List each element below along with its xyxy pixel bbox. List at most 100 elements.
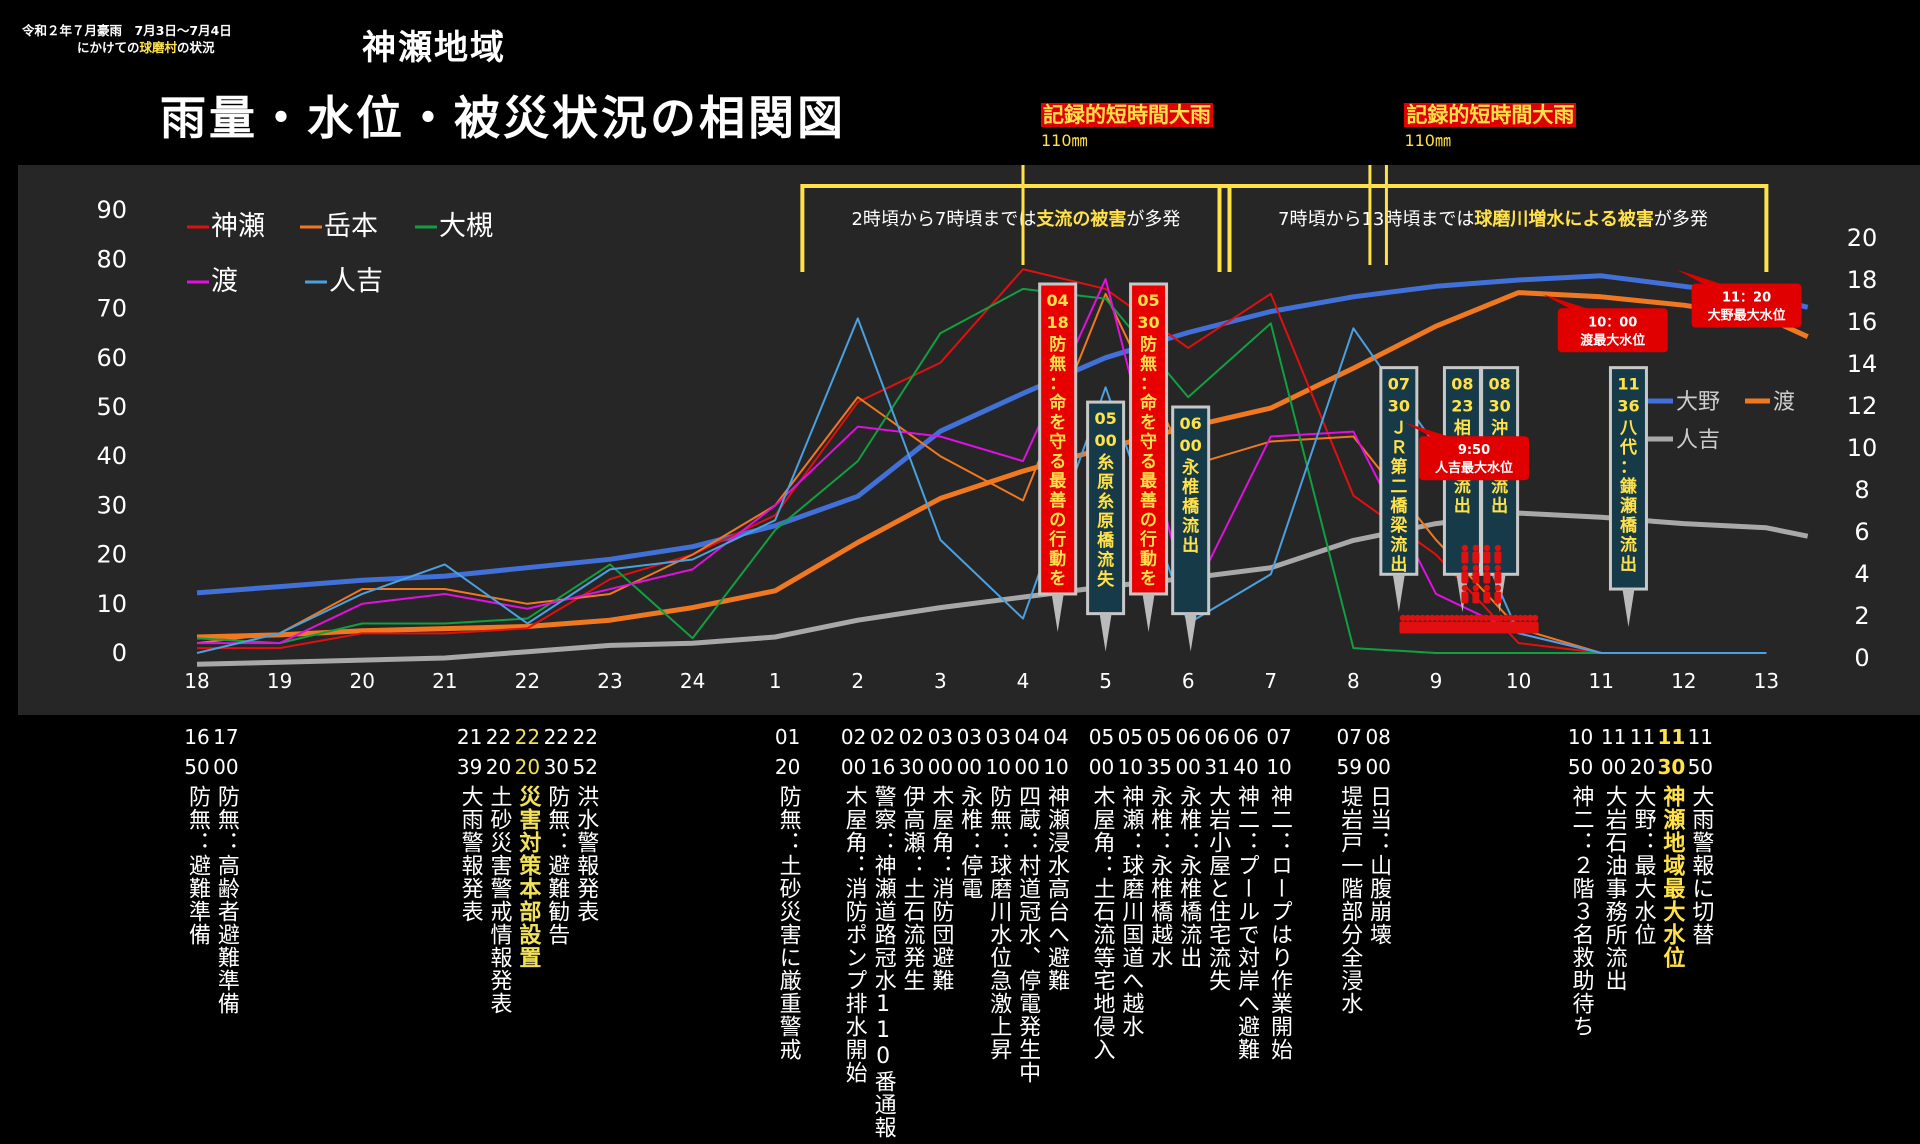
evacuation-alert-char: を (1049, 569, 1066, 589)
period-label-post: が多発 (1126, 209, 1180, 230)
x-tick-label: 8 (1347, 669, 1360, 693)
bridge-loss-marker-char: Ｒ (1390, 438, 1407, 458)
max-level-box (1557, 308, 1668, 353)
timeline-event: 防無：避難勧告 (544, 785, 570, 946)
x-tick-label: 1 (769, 669, 782, 693)
person-icon (1404, 614, 1412, 622)
right-tick-label: 16 (1847, 308, 1878, 336)
x-tick-label: 3 (934, 669, 947, 693)
timeline-event: 日当：山腹崩壊 (1366, 785, 1392, 946)
period-label-post: が多発 (1654, 209, 1708, 230)
level-line-人吉 (196, 510, 1809, 667)
rain-line-岳本 (196, 292, 1767, 654)
bridge-loss-marker-char: 原 (1097, 512, 1114, 532)
timeline-time: 05 00 (1088, 725, 1115, 779)
timeline-time: 11 50 (1687, 725, 1714, 779)
legend-rain-label: 神瀬 (211, 211, 265, 242)
x-tick-label: 23 (597, 669, 622, 693)
evacuation-alert-char: ： (1049, 374, 1066, 394)
subtitle-line2-prefix: にかけての (77, 40, 140, 55)
bridge-loss-marker-char: 梁 (1389, 515, 1408, 536)
timeline-event: 神瀬地域最大水位 (1659, 785, 1685, 969)
evacuation-alert-char: 最 (1049, 472, 1067, 492)
x-tick-label: 6 (1182, 669, 1195, 693)
right-tick-label: 6 (1854, 518, 1869, 546)
bridge-loss-marker-char: 流 (1097, 550, 1114, 571)
left-tick-label: 20 (96, 541, 127, 569)
bridge-loss-marker-time: 08 (1451, 375, 1473, 394)
heavy-rain-amount: 110㎜ (1041, 131, 1088, 150)
timeline-event: 四蔵：村道冠水、停電発生中 (1015, 785, 1041, 1084)
timeline-event: 警察：神瀬道路冠水110番通報 (870, 785, 896, 1139)
person-icon (1487, 614, 1495, 622)
timeline-time: 05 10 (1117, 725, 1144, 779)
timeline-time: 04 10 (1043, 725, 1069, 779)
bridge-loss-marker-time: 07 (1388, 375, 1410, 394)
person-icon (1478, 614, 1485, 622)
person-icon (1429, 614, 1436, 622)
person-icon (1502, 614, 1509, 622)
person-icon (1461, 544, 1469, 552)
timeline-event: 伊高瀬：土石流発生 (899, 785, 925, 992)
x-tick-label: 19 (267, 669, 292, 693)
x-tick-label: 9 (1430, 669, 1443, 693)
period-label-pre: 7時頃から13時頃までは (1278, 209, 1474, 230)
person-icon (1517, 614, 1524, 622)
evacuation-alert-char: 防 (1049, 334, 1066, 355)
person-icon (1527, 614, 1534, 622)
x-tick-label: 18 (184, 669, 209, 693)
evacuation-alert-char: 善 (1049, 490, 1066, 511)
bridge-loss-marker-char: 代 (1619, 437, 1637, 458)
person-icon (1424, 614, 1431, 622)
max-level-pointer (1542, 294, 1593, 311)
timeline-event: 神瀬浸水高台へ避難 (1044, 785, 1070, 992)
max-level-label: 人吉最大水位 (1435, 460, 1513, 476)
person-icon-body (1461, 571, 1469, 584)
period-label: 7時頃から13時頃までは球磨川増水による被害が多発 (1278, 208, 1708, 230)
bridge-loss-marker-char: 橋 (1620, 515, 1638, 536)
heavy-rain-title: 記録的短時間大雨 (1041, 103, 1213, 127)
bridge-loss-marker-char: 出 (1620, 554, 1637, 575)
bridge-loss-marker-box (1608, 366, 1648, 591)
subtitle-line1: 令和２年７月豪雨 7月3日～7月4日 (22, 23, 232, 38)
timeline-time: 22 20 (485, 725, 512, 779)
left-tick-label: 30 (96, 491, 127, 519)
max-level-box (1418, 436, 1529, 481)
timeline-event: 防無：高齢者避難準備 (213, 785, 239, 1015)
right-tick-label: 12 (1847, 392, 1878, 420)
person-icon (1438, 614, 1446, 622)
max-level-time: 10：00 (1588, 315, 1637, 330)
timeline-event: 木屋角：土石流等宅地侵入 (1089, 785, 1115, 1061)
person-icon (1522, 614, 1529, 622)
timeline-event: 神二：プールで対岸へ避難 (1234, 785, 1260, 1061)
person-icon (1482, 614, 1490, 622)
timeline-event: 木屋角：消防ポンプ排水開始 (841, 785, 867, 1084)
bridge-loss-marker-box (1086, 400, 1126, 616)
person-icon-body (1483, 571, 1491, 584)
x-tick-label: 2 (851, 669, 864, 693)
max-level-callout: 11：20 大野最大水位 (1676, 269, 1802, 328)
timeline-time: 02 00 (840, 725, 867, 779)
right-tick-label: 4 (1854, 560, 1869, 588)
evacuation-alert-time: 18 (1047, 313, 1069, 332)
person-icon-body (1472, 591, 1480, 604)
bridge-loss-marker-pointer (1184, 613, 1197, 652)
evacuation-alert-char: 行 (1048, 529, 1066, 550)
bridge-loss-marker-pointer (1392, 574, 1405, 613)
timeline-time: 04 00 (1014, 725, 1040, 779)
subtitle: 令和２年７月豪雨 7月3日～7月4日 にかけての球磨村の状況 (22, 22, 232, 56)
timeline-time: 11 20 (1629, 725, 1656, 779)
person-icon (1473, 614, 1480, 622)
max-level-pointer (1403, 422, 1454, 439)
bridge-loss-marker-char: 永 (1181, 457, 1199, 478)
timeline-time: 05 35 (1146, 725, 1172, 779)
bridge-loss-marker-time: 30 (1488, 397, 1510, 416)
left-tick-label: 90 (96, 196, 127, 224)
period-label-pre: 2時頃から7時頃までは (851, 209, 1036, 230)
timeline-event: 大岩小屋と住宅流失 (1205, 785, 1231, 992)
evacuation-alert-char: 命 (1139, 393, 1158, 414)
period-label-highlight: 球磨川増水による被害 (1474, 208, 1653, 230)
person-icon (1453, 614, 1461, 622)
